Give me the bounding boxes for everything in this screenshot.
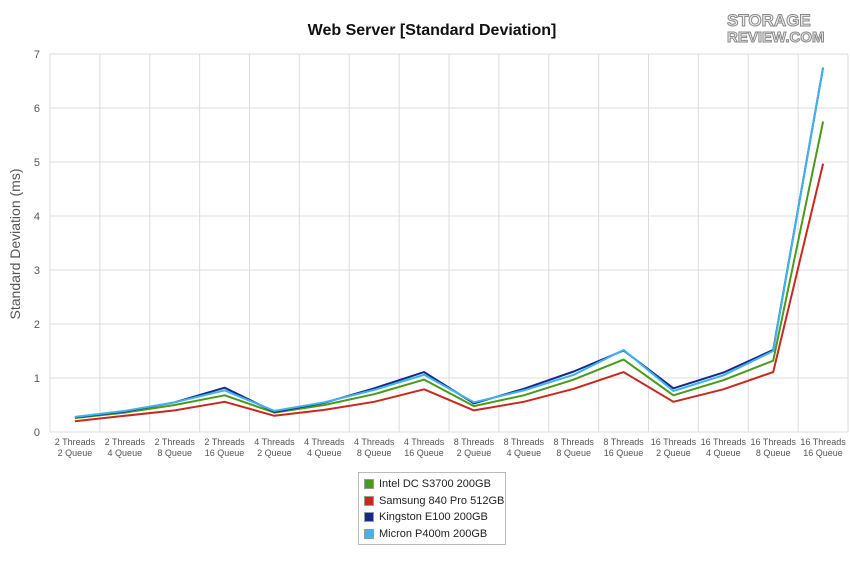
- logo-line-1: STORAGE: [727, 11, 811, 30]
- y-axis-label: Standard Deviation (ms): [7, 169, 23, 320]
- x-tick-label: 4 Threads 2 Queue: [254, 437, 295, 458]
- grid: [49, 53, 849, 433]
- x-ticks: 2 Threads 2 Queue 2 Threads 4 Queue 2 Thread…: [55, 437, 846, 458]
- series-line-3: [74, 67, 825, 418]
- x-tick-label: 2 Threads 16 Queue: [204, 437, 245, 458]
- legend-label-micron: Micron P400m 200GB: [379, 527, 488, 540]
- legend-item-micron: Micron P400m 200GB: [364, 526, 505, 543]
- y-tick-label: 1: [34, 373, 40, 385]
- series-lines: [74, 67, 825, 423]
- legend-label-intel: Intel DC S3700 200GB: [379, 478, 491, 491]
- legend-item-samsung: Samsung 840 Pro 512GB: [364, 493, 505, 510]
- x-tick-label: 16 Threads 8 Queue: [751, 437, 797, 458]
- storagereview-logo: STORAGE REVIEW.COM: [727, 11, 826, 47]
- legend-label-samsung: Samsung 840 Pro 512GB: [379, 494, 505, 507]
- y-tick-label: 7: [34, 49, 40, 61]
- legend-item-kingston: Kingston E100 200GB: [364, 509, 505, 526]
- legend-swatch-kingston: [364, 512, 374, 523]
- legend-item-intel: Intel DC S3700 200GB: [364, 476, 505, 493]
- x-tick-label: 8 Threads 16 Queue: [603, 437, 644, 458]
- x-tick-label: 16 Threads 4 Queue: [701, 437, 747, 458]
- legend-swatch-intel: [364, 479, 374, 490]
- x-tick-label: 2 Threads 2 Queue: [55, 437, 96, 458]
- x-tick-label: 8 Threads 2 Queue: [454, 437, 495, 458]
- y-tick-label: 2: [34, 319, 40, 331]
- y-tick-label: 3: [34, 265, 40, 277]
- y-tick-label: 0: [34, 427, 40, 439]
- x-tick-label: 4 Threads 4 Queue: [304, 437, 345, 458]
- y-tick-label: 6: [34, 103, 40, 115]
- legend-label-kingston: Kingston E100 200GB: [379, 511, 488, 524]
- logo-line-2: REVIEW.COM: [727, 29, 825, 46]
- x-tick-label: 2 Threads 8 Queue: [155, 437, 196, 458]
- chart-title: Web Server [Standard Deviation]: [308, 22, 557, 39]
- series-line-0: [74, 121, 825, 419]
- legend-swatch-micron: [364, 528, 374, 539]
- y-tick-label: 4: [34, 211, 40, 223]
- x-tick-label: 8 Threads 8 Queue: [554, 437, 595, 458]
- series-line-1: [74, 163, 825, 423]
- x-tick-label: 4 Threads 8 Queue: [354, 437, 395, 458]
- x-tick-label: 8 Threads 4 Queue: [504, 437, 545, 458]
- x-tick-label: 4 Threads 16 Queue: [404, 437, 445, 458]
- x-tick-label: 2 Threads 4 Queue: [105, 437, 146, 458]
- legend-swatch-samsung: [364, 495, 374, 506]
- y-tick-label: 5: [34, 157, 40, 169]
- x-tick-label: 16 Threads 16 Queue: [800, 437, 846, 458]
- x-tick-label: 16 Threads 2 Queue: [651, 437, 697, 458]
- legend: Intel DC S3700 200GB Samsung 840 Pro 512…: [358, 472, 506, 545]
- y-ticks: 0 1 2 3 4 5 6 7: [34, 49, 40, 439]
